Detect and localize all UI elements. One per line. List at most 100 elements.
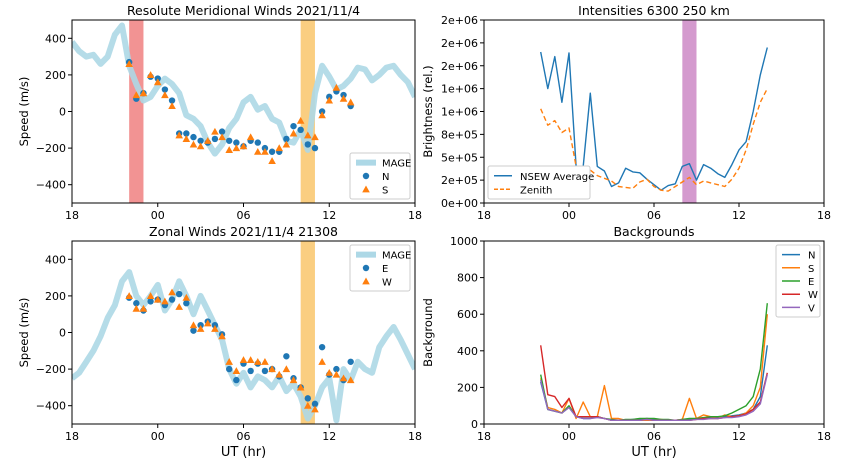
x-tick-label: 18 [65, 209, 79, 222]
series-n-point [211, 135, 219, 143]
y-tick-label: 2e+06 [441, 37, 478, 50]
y-tick-label: 8e+05 [441, 128, 478, 141]
y-tick-label: 200 [45, 290, 66, 303]
x-tick-label: 18 [408, 209, 422, 222]
plot-area [540, 303, 768, 421]
legend: NSEW Average Zenith [487, 165, 594, 200]
series-s-point [332, 83, 341, 91]
x-tick-label: 12 [732, 209, 746, 222]
series-n-point [311, 144, 319, 152]
series-s-point [161, 91, 169, 99]
series-w-point [311, 405, 319, 413]
legend-label: NSEW Average [520, 172, 594, 183]
series-s-point [253, 147, 262, 155]
y-tick-label: 400 [457, 345, 478, 358]
chart-title: Resolute Meridional Winds 2021/11/4 [127, 3, 360, 18]
series-w-point [296, 383, 305, 391]
legend: MAGE EW [349, 244, 411, 292]
legend-label: S [808, 264, 814, 275]
legend: MAGE NS [349, 152, 411, 200]
series-e-point [190, 327, 197, 334]
series-w-point [232, 367, 241, 374]
y-axis-label: Speed (m/s) [17, 298, 31, 368]
x-tick-label: 18 [477, 430, 491, 443]
x-tick-label: 06 [237, 430, 251, 443]
y-tick-label: 600 [457, 308, 478, 321]
series-e-point [333, 365, 340, 373]
series-e-point [147, 298, 154, 305]
x-tick-label: 00 [562, 209, 576, 222]
series-e-point [311, 400, 319, 408]
y-tick-label: 800 [457, 272, 478, 285]
y-tick-label: 0 [471, 418, 478, 431]
x-tick-label: 12 [732, 430, 746, 443]
x-tick-label: 18 [408, 430, 422, 443]
x-tick-label: 12 [322, 209, 336, 222]
legend-label: N [808, 251, 815, 262]
series-e-point [183, 300, 190, 307]
shaded-band [300, 241, 315, 424]
x-tick-label: 06 [237, 209, 251, 222]
x-tick-label: 18 [477, 209, 491, 222]
chart-title: Zonal Winds 2021/11/4 21308 [149, 224, 338, 239]
y-tick-label: 400 [45, 32, 66, 45]
legend-label: W [808, 290, 818, 301]
series-w-point [211, 325, 219, 332]
series-s-point [339, 94, 348, 102]
chart-title: Backgrounds [613, 224, 694, 239]
series-w-point [318, 357, 326, 365]
series-s-point [211, 127, 219, 135]
y-tick-label: 2e+06 [441, 60, 478, 73]
series-w-point [239, 356, 248, 363]
series-w-point [182, 293, 191, 301]
y-tick-label: 0e+00 [441, 197, 478, 210]
series-n-point [304, 141, 312, 148]
series-e-point [247, 367, 254, 375]
x-tick-label: 18 [817, 430, 831, 443]
series-e-point [283, 353, 290, 360]
series-s-point [268, 157, 276, 164]
series-w-point [289, 376, 298, 384]
series-s-point [218, 133, 226, 141]
series-s-point [304, 131, 312, 139]
legend-label: N [382, 172, 389, 183]
plot-area [72, 241, 415, 424]
series-n-point [290, 122, 297, 130]
y-axis-label: Speed (m/s) [17, 77, 31, 147]
series-s-point [225, 146, 234, 153]
series-s-point [168, 102, 176, 110]
shaded-band [129, 20, 144, 203]
chart-title: Intensities 6300 250 km [578, 3, 730, 18]
series-s-point [325, 96, 334, 104]
series-n-point [197, 137, 204, 144]
legend-label: Zenith [520, 185, 552, 196]
x-tick-label: 18 [817, 209, 831, 222]
series-w-point [268, 365, 276, 373]
series-w-point [282, 365, 291, 373]
y-axis-label: Brightness (rel.) [421, 65, 435, 157]
x-tick-label: 00 [151, 430, 165, 443]
series-w-point [203, 319, 212, 327]
series-s-point [203, 136, 212, 144]
y-tick-label: 200 [457, 381, 478, 394]
legend-label: E [382, 264, 388, 275]
legend-label: S [382, 185, 388, 196]
series-s-point [318, 111, 326, 119]
chart-meridional: 18 00 06 12 18 −400 −200 0 200 400 Resolute Meridi… [17, 3, 422, 222]
series-w-point [346, 376, 355, 384]
series-w-point [168, 288, 176, 296]
legend-handle [362, 264, 370, 272]
series-s-point [296, 116, 305, 124]
series-n-point [283, 135, 290, 143]
series-s-point [311, 133, 319, 141]
series-n-point [268, 148, 276, 155]
series-w-point [325, 368, 334, 376]
series-s-point [346, 98, 355, 106]
y-tick-label: 1e+06 [441, 83, 478, 96]
legend-label: E [808, 277, 814, 288]
series-mage-line [72, 22, 415, 157]
y-tick-label: −400 [36, 179, 66, 192]
y-tick-label: −200 [36, 142, 66, 155]
series-w-point [261, 357, 269, 365]
